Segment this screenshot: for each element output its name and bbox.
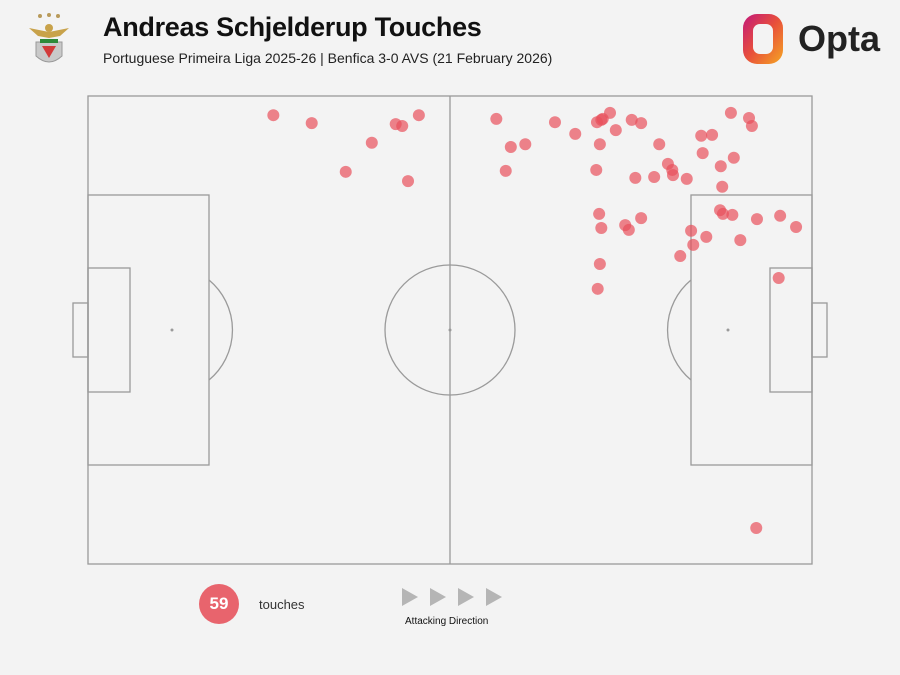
touch-point <box>402 175 415 188</box>
touch-point <box>666 169 679 182</box>
touch-point <box>590 163 603 176</box>
touch-point <box>714 160 727 173</box>
touch-point <box>591 282 604 295</box>
touch-point <box>635 117 648 130</box>
touch-point <box>339 165 352 178</box>
page-subtitle: Portuguese Primeira Liga 2025-26 | Benfi… <box>103 50 553 66</box>
touch-point <box>595 221 608 234</box>
touch-point <box>726 208 739 221</box>
touch-point <box>648 170 661 183</box>
touch-point <box>790 221 803 234</box>
touch-point <box>772 272 785 285</box>
touch-point <box>629 171 642 184</box>
touch-point <box>653 138 666 151</box>
center-spot <box>448 328 452 332</box>
right-penalty-arc <box>666 279 692 381</box>
touch-point <box>593 138 606 151</box>
pitch-markings <box>72 95 828 565</box>
right-goal <box>811 302 828 358</box>
touch-point <box>716 180 729 193</box>
center-circle <box>384 264 516 396</box>
arrow-right-icon <box>458 588 474 606</box>
touch-point <box>680 172 693 185</box>
touch-points <box>267 106 803 534</box>
attacking-direction-arrows <box>402 588 502 606</box>
touch-point <box>774 209 787 222</box>
left-six-yard-box <box>87 267 131 393</box>
right-penalty-spot <box>726 328 730 332</box>
attacking-direction-label: Attacking Direction <box>405 616 489 627</box>
touch-point <box>727 151 740 164</box>
touch-point <box>750 521 763 534</box>
touch-point <box>569 127 582 140</box>
page-title: Andreas Schjelderup Touches <box>103 12 482 42</box>
touch-point <box>625 113 638 126</box>
touch-point <box>504 141 517 154</box>
touch-point <box>724 106 737 119</box>
touch-point <box>499 164 512 177</box>
arrow-right-icon <box>486 588 502 606</box>
touch-point <box>706 128 719 141</box>
touch-point <box>490 112 503 125</box>
arrow-right-icon <box>402 588 418 606</box>
touch-point <box>695 129 708 142</box>
touch-point <box>412 109 425 122</box>
touch-point <box>750 213 763 226</box>
left-goal <box>72 302 89 358</box>
benfica-crest-icon <box>29 13 69 63</box>
left-penalty-box <box>87 194 210 466</box>
touch-count-badge: 59 <box>199 584 239 624</box>
touch-point <box>696 147 709 160</box>
touch-point <box>685 224 698 237</box>
right-six-yard-box <box>769 267 813 393</box>
touch-point <box>687 238 700 251</box>
touch-point <box>745 119 758 132</box>
touch-point <box>716 207 729 220</box>
touch-point <box>700 230 713 243</box>
touch-point <box>604 106 617 119</box>
touch-point <box>622 223 635 236</box>
touch-point <box>593 207 606 220</box>
left-penalty-arc <box>208 279 234 381</box>
opta-logo-icon <box>743 14 783 64</box>
touch-point <box>305 117 318 130</box>
touch-point <box>635 212 648 225</box>
touch-point <box>267 109 280 122</box>
arrow-right-icon <box>430 588 446 606</box>
touch-point <box>365 136 378 149</box>
left-penalty-spot <box>170 328 174 332</box>
touch-point <box>396 119 409 132</box>
touch-point <box>674 250 687 263</box>
touch-point <box>734 234 747 247</box>
touch-point <box>609 124 622 137</box>
opta-brand-text: Opta <box>798 18 881 59</box>
touch-point <box>519 138 532 151</box>
touch-point <box>593 258 606 271</box>
touch-count-label: touches <box>259 597 305 612</box>
touch-point <box>548 116 561 129</box>
